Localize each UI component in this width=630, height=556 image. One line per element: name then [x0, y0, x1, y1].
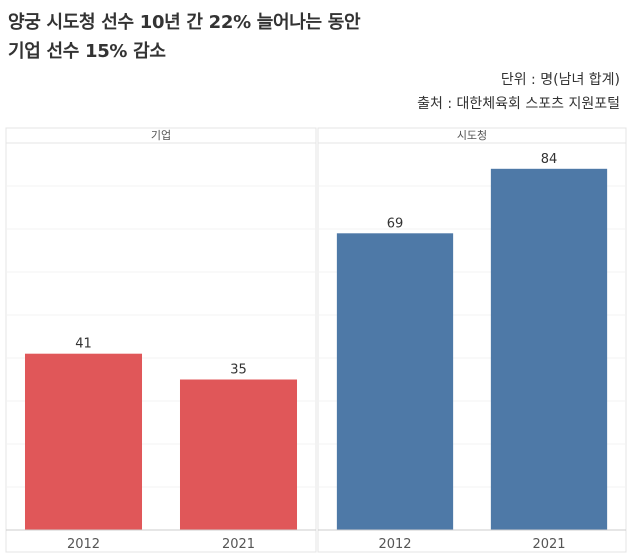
panel-frame	[5, 127, 317, 553]
data-label: 41	[75, 337, 92, 352]
chart-title-line-2: 기업 선수 15% 감소	[8, 41, 166, 62]
x-tick-label: 2021	[532, 537, 565, 552]
x-tick-label: 2021	[222, 537, 255, 552]
bar	[336, 233, 454, 531]
chart-meta: 단위 : 명(남녀 합계) 출처 : 대한체육회 스포츠 지원포털	[417, 68, 620, 116]
panel-title: 기업	[151, 129, 171, 142]
bar	[179, 379, 298, 530]
panel-frame	[317, 127, 627, 553]
bar	[24, 353, 143, 530]
data-label: 69	[387, 216, 404, 231]
chart-title: 양궁 시도청 선수 10년 간 22% 늘어나는 동안 기업 선수 15% 감소	[8, 8, 361, 66]
source-note: 출처 : 대한체육회 스포츠 지원포털	[417, 96, 620, 112]
data-label: 84	[541, 152, 558, 167]
bar	[490, 168, 608, 531]
unit-note: 단위 : 명(남녀 합계)	[500, 72, 620, 88]
x-tick-label: 2012	[67, 537, 100, 552]
x-tick-label: 2012	[378, 537, 411, 552]
data-label: 35	[230, 363, 247, 378]
panel-title: 시도청	[457, 129, 487, 142]
chart-title-line-1: 양궁 시도청 선수 10년 간 22% 늘어나는 동안	[8, 12, 361, 33]
